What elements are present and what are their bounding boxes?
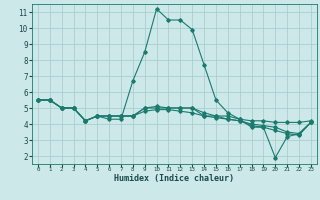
X-axis label: Humidex (Indice chaleur): Humidex (Indice chaleur) [115, 174, 234, 183]
